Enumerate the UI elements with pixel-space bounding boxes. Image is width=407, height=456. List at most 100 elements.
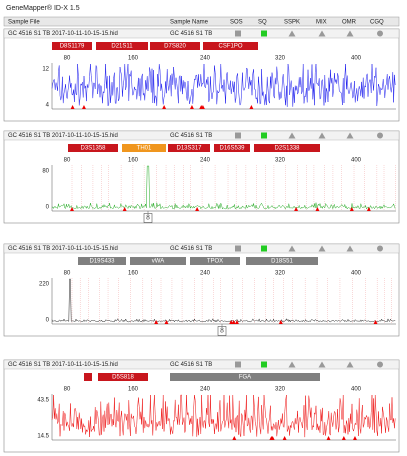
marker-label: D2S1338 [274, 146, 300, 152]
x-tick-label: 240 [200, 56, 211, 62]
sample-file: GC 4516 S1 TB 2017-10-11-10-15-15.hid [8, 31, 118, 37]
trace [51, 394, 396, 438]
marker-label: D21S11 [111, 44, 133, 50]
x-tick-label: 80 [64, 158, 71, 164]
status-icon [346, 361, 354, 368]
status-icon [288, 361, 296, 368]
marker-label: D19S433 [89, 259, 115, 265]
peak-flag [195, 207, 200, 211]
marker-box [68, 144, 118, 152]
sample-name: GC 4516 S1 TB [170, 133, 212, 139]
marker-box [214, 144, 250, 152]
peak-flag [326, 436, 331, 440]
peak-flag [249, 105, 254, 109]
marker-box [150, 42, 200, 50]
marker-label: D13S317 [176, 146, 202, 152]
peak-flag [122, 207, 127, 211]
peak-flag [278, 320, 283, 324]
status-icon [235, 132, 241, 139]
status-icon [318, 30, 326, 37]
marker-label: D7S820 [164, 44, 186, 50]
sample-name: GC 4516 S1 TB [170, 31, 212, 37]
status-icon [288, 132, 296, 139]
marker-label: TH01 [137, 146, 152, 152]
panel-header [3, 359, 400, 370]
x-tick-label: 80 [64, 271, 71, 277]
status-icon [318, 132, 326, 139]
peak-flag [315, 207, 320, 211]
peak-flag [282, 436, 287, 440]
marker-box [122, 144, 166, 152]
y-tick-label: 4 [46, 103, 50, 109]
marker-label: D5S818 [112, 375, 134, 381]
status-icon [346, 245, 354, 252]
y-tick-label: 80 [42, 169, 49, 175]
y-tick-label: 0 [46, 205, 50, 211]
marker-box [168, 144, 210, 152]
sample-name: GC 4516 S1 TB [170, 362, 212, 368]
sample-file: GC 4516 S1 TB 2017-10-11-10-15-15.hid [8, 133, 118, 139]
marker-box [254, 144, 320, 152]
x-tick-label: 320 [275, 271, 286, 277]
status-icon [318, 245, 326, 252]
panel-header [3, 130, 400, 141]
marker-box [52, 42, 92, 50]
marker-box [78, 257, 126, 265]
annotation: 8 [220, 327, 224, 335]
status-icon [318, 361, 326, 368]
status-icon [235, 361, 241, 368]
peak-flag [189, 105, 194, 109]
marker-box [246, 257, 318, 265]
x-tick-label: 400 [351, 271, 362, 277]
column-header: OMR [342, 20, 357, 26]
column-header: SQ [258, 20, 267, 26]
annotation: 8 [146, 214, 150, 222]
status-icon [261, 30, 267, 37]
column-header: SSPK [284, 20, 300, 26]
sample-name: GC 4516 S1 TB [170, 246, 212, 252]
status-icon [377, 30, 383, 37]
x-tick-label: 320 [275, 56, 286, 62]
x-tick-label: 320 [275, 387, 286, 393]
status-icon [261, 361, 267, 368]
sample-file: GC 4516 S1 TB 2017-10-11-10-15-15.hid [8, 246, 118, 252]
trace [51, 278, 396, 323]
header-row [3, 16, 400, 27]
trace [51, 165, 396, 210]
marker-box [96, 42, 148, 50]
x-tick-label: 80 [64, 56, 71, 62]
status-icon [377, 245, 383, 252]
marker-box [190, 257, 240, 265]
column-header: Sample File [8, 20, 40, 26]
column-header: MIX [316, 20, 327, 26]
peak-flag [70, 207, 75, 211]
peak-flag [373, 320, 378, 324]
peak-flag [232, 436, 237, 440]
peak-flag [270, 436, 275, 440]
peak-flag [366, 207, 371, 211]
status-icon [288, 245, 296, 252]
y-tick-label: 0 [46, 318, 50, 324]
peak-flag [162, 105, 167, 109]
peak-flag [199, 105, 204, 109]
status-icon [235, 30, 241, 37]
status-icon [346, 132, 354, 139]
column-header: Sample Name [170, 20, 209, 26]
x-tick-label: 160 [128, 387, 139, 393]
marker-label: TPOX [207, 259, 223, 265]
peak-flag [349, 207, 354, 211]
status-icon [261, 245, 267, 252]
marker-label: D3S1358 [80, 146, 106, 152]
peak-flag [231, 320, 236, 324]
marker-label: D18S51 [271, 259, 293, 265]
marker-box [130, 257, 186, 265]
panel-header [3, 28, 400, 39]
status-icon [377, 361, 383, 368]
marker-box [98, 373, 148, 381]
y-tick-label: 14.5 [37, 434, 49, 440]
marker-box [203, 42, 258, 50]
x-tick-label: 240 [200, 271, 211, 277]
status-icon [261, 132, 267, 139]
app-title: GeneMapper® ID-X 1.5 [6, 4, 80, 12]
